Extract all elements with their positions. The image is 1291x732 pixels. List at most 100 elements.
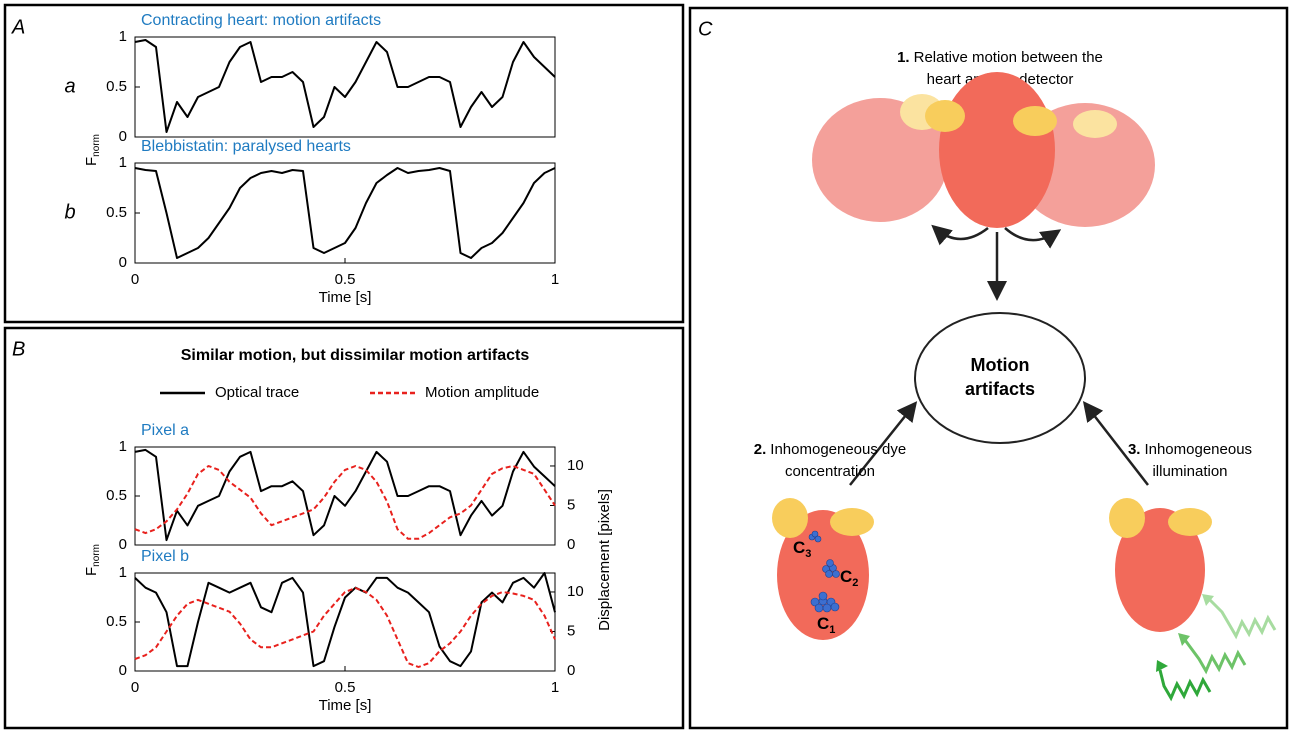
cause-num: 2. xyxy=(754,441,767,458)
x-tick-label: 0.5 xyxy=(335,271,356,288)
y-tick-label: 0.5 xyxy=(106,78,127,95)
legend-label: Motion amplitude xyxy=(425,384,539,401)
arrow xyxy=(849,401,918,486)
x-axis-label: Time [s] xyxy=(319,697,372,714)
atrium xyxy=(925,100,965,132)
y-tick-label: 1 xyxy=(119,154,127,171)
light-ray xyxy=(1183,639,1247,675)
legend-label: Optical trace xyxy=(215,384,299,401)
panel-label: A xyxy=(11,16,25,38)
heart xyxy=(939,72,1055,228)
chart-title: Pixel a xyxy=(141,422,189,439)
c-main: C xyxy=(840,567,852,586)
y-tick-label: 0 xyxy=(119,662,127,679)
arrow-head xyxy=(1202,594,1214,606)
y-tick-label: 0.5 xyxy=(106,204,127,221)
plot-frame xyxy=(134,36,556,138)
series-line xyxy=(134,465,556,540)
series-line xyxy=(134,167,556,259)
y-label-sub: norm xyxy=(91,134,102,157)
atrium xyxy=(1013,106,1057,136)
light-ray xyxy=(1158,669,1212,702)
y-label-main: F xyxy=(83,567,100,576)
c-main: C xyxy=(793,538,805,557)
chart-title: Contracting heart: motion artifacts xyxy=(141,12,381,29)
y2-tick-label: 5 xyxy=(567,496,575,513)
atrium xyxy=(1168,508,1212,536)
y-tick-label: 0 xyxy=(119,254,127,271)
y2-axis-label: Displacement [pixels] xyxy=(596,489,613,631)
x-axis-label: Time [s] xyxy=(319,289,372,306)
c-main: C xyxy=(817,614,829,633)
panel-b-frame xyxy=(3,326,685,730)
heart-illumination xyxy=(1109,498,1277,702)
chart-title: Pixel b xyxy=(141,548,189,565)
concentration-label: C2 xyxy=(840,567,858,588)
y-tick-label: 0.5 xyxy=(106,487,127,504)
y-tick-label: 0.5 xyxy=(106,613,127,630)
heart xyxy=(777,510,869,640)
light-ray xyxy=(1208,598,1277,640)
c-sub: 3 xyxy=(805,548,811,560)
arrow xyxy=(1004,227,1062,249)
series-line xyxy=(134,448,556,542)
cause-num: 1. xyxy=(897,49,910,66)
panel-a-frame xyxy=(3,3,685,324)
y2-tick-label: 10 xyxy=(567,457,584,474)
heart-shadow xyxy=(812,98,948,222)
panel-b-title: Similar motion, but dissimilar motion ar… xyxy=(181,347,530,364)
cause-text: Relative motion between the xyxy=(914,49,1103,66)
hearts-motion xyxy=(812,72,1155,228)
y-tick-label: 0 xyxy=(119,536,127,553)
cause-text: illumination xyxy=(1152,463,1227,480)
concentration-label: C3 xyxy=(793,538,811,559)
diagram: 1.Relative motion between the heart and … xyxy=(754,49,1277,702)
cause-text: Inhomogeneous dye xyxy=(770,441,906,458)
y-tick-label: 0 xyxy=(119,128,127,145)
x-tick-label: 0 xyxy=(131,271,139,288)
cause-2: 2. Inhomogeneous dye xyxy=(754,441,906,458)
y2-tick-label: 0 xyxy=(567,536,575,553)
y-axis-label: Fnorm xyxy=(83,134,102,166)
arrow-head xyxy=(1156,660,1168,672)
atrium xyxy=(830,508,874,536)
arrow-head xyxy=(1178,633,1190,646)
row-label: b xyxy=(64,201,75,223)
atrium xyxy=(1073,110,1117,138)
series-line xyxy=(134,39,556,133)
row-label: a xyxy=(64,75,75,97)
concentration-label: C1 xyxy=(817,614,835,635)
y-tick-label: 1 xyxy=(119,438,127,455)
y-label-sub: norm xyxy=(91,544,102,567)
cause-num: 3. xyxy=(1128,441,1141,458)
x-tick-label: 0 xyxy=(131,679,139,696)
dye-cluster xyxy=(808,530,840,613)
atrium xyxy=(1109,498,1145,538)
y2-tick-label: 0 xyxy=(567,662,575,679)
chart-title: Blebbistatin: paralysed hearts xyxy=(141,138,351,155)
c-sub: 2 xyxy=(852,577,858,589)
y2-tick-label: 5 xyxy=(567,622,575,639)
y-label-main: F xyxy=(83,157,100,166)
y-axis-label: Fnorm xyxy=(83,544,102,576)
panel-label: B xyxy=(12,338,25,360)
y-tick-label: 1 xyxy=(119,564,127,581)
x-tick-label: 1 xyxy=(551,679,559,696)
heart-dye: C3 C2 C1 xyxy=(772,498,874,640)
x-tick-label: 1 xyxy=(551,271,559,288)
cause-text: concentration xyxy=(785,463,875,480)
panel-label: C xyxy=(698,18,713,40)
panel-c-frame xyxy=(688,6,1289,730)
arrow xyxy=(931,224,989,246)
plot-frame xyxy=(134,446,556,546)
center-node xyxy=(914,312,1086,444)
cause-1: 1. Relative motion between the xyxy=(897,49,1103,66)
series-line xyxy=(134,587,556,668)
heart xyxy=(1115,508,1205,632)
arrow xyxy=(1082,401,1149,486)
y2-tick-label: 10 xyxy=(567,583,584,600)
cause-3: 3. Inhomogeneous xyxy=(1128,441,1252,458)
x-tick-label: 0.5 xyxy=(335,679,356,696)
atrium xyxy=(772,498,808,538)
